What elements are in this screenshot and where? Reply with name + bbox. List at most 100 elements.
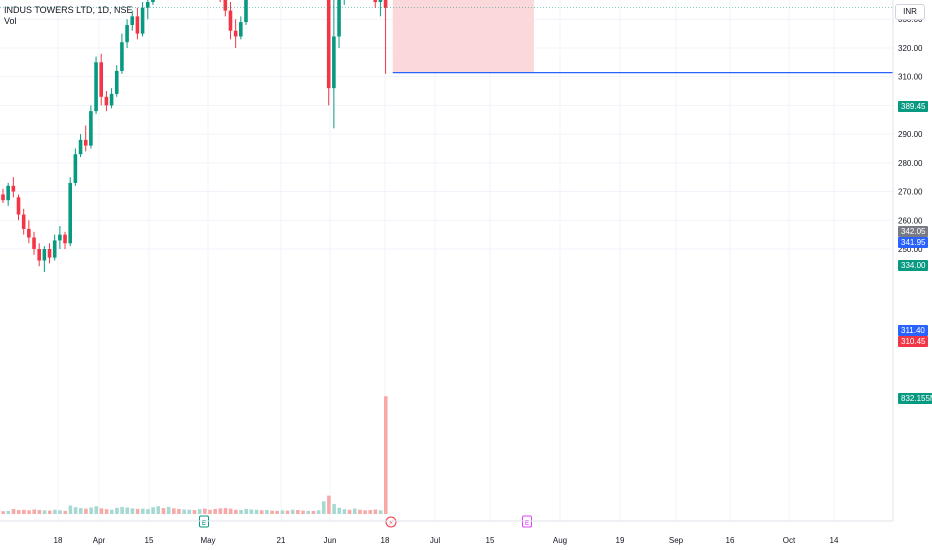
candle-body <box>332 36 336 89</box>
volume-bar <box>99 508 104 514</box>
chart-legend: INDUS TOWERS LTD, 1D, NSE Vol <box>4 5 133 27</box>
volume-bar <box>203 508 207 514</box>
candle-body <box>89 111 93 146</box>
candle-body <box>37 249 41 261</box>
x-tick-label: Aug <box>553 536 567 545</box>
candle-body <box>94 62 98 112</box>
volume-bar <box>27 510 31 514</box>
y-tick-label: 280.00 <box>898 159 923 168</box>
x-tick-label: 15 <box>486 536 495 545</box>
candle-body <box>58 234 62 241</box>
volume-bar <box>135 508 140 514</box>
y-tick-label: 310.00 <box>898 73 923 82</box>
candle-body <box>130 16 135 25</box>
candle-body <box>32 237 36 249</box>
x-tick-label: Sep <box>669 536 684 545</box>
volume-bar <box>115 507 119 514</box>
price-lines <box>0 7 893 74</box>
candle-body <box>151 0 155 3</box>
candle-body <box>16 197 21 215</box>
candle-body <box>337 0 341 37</box>
volume-bar <box>22 509 26 514</box>
volume-bar <box>244 508 248 514</box>
volume-bar <box>58 510 62 514</box>
long-position-tool[interactable] <box>392 0 534 73</box>
loss-zone <box>392 0 534 73</box>
candle-body <box>99 62 104 97</box>
volume-bar <box>146 509 150 514</box>
x-tick-label: 21 <box>277 536 286 545</box>
candle-body <box>68 182 73 244</box>
x-tick-label: May <box>200 536 215 545</box>
volume-bar <box>265 510 269 514</box>
candle-body <box>109 93 114 106</box>
candle-body <box>21 214 26 229</box>
candle-body <box>244 0 248 23</box>
y-tick-label: 250.00 <box>898 245 923 254</box>
volume-bar <box>368 510 373 514</box>
volume-bar <box>342 509 347 514</box>
candle-body <box>120 42 124 71</box>
y-tick-label: 270.00 <box>898 188 923 197</box>
candlesticks <box>1 0 388 272</box>
earnings-upcoming-marker-label: E <box>525 519 529 527</box>
volume-bar <box>140 508 145 514</box>
volume-bar <box>373 509 378 514</box>
volume-bar <box>378 510 383 514</box>
volume-badge: 832.155M <box>898 393 932 404</box>
volume-bar <box>151 507 155 514</box>
volume-bar <box>259 510 264 514</box>
volume-bar <box>296 510 300 514</box>
candle-body <box>373 0 378 3</box>
x-tick-label: 19 <box>616 536 625 545</box>
low-price-badge: 310.45 <box>898 336 929 347</box>
volume-bar <box>182 509 186 514</box>
x-tick-label: Oct <box>783 536 796 545</box>
volume-bar <box>213 508 217 514</box>
volume-bars <box>1 396 388 514</box>
volume-bar <box>37 510 42 514</box>
volume-bar <box>161 508 166 514</box>
candle-body <box>104 96 109 106</box>
price-badge-a: 342.05 <box>898 226 929 237</box>
volume-bar <box>270 510 274 514</box>
candle-body <box>125 24 129 43</box>
volume-bar <box>239 510 243 514</box>
volume-bar <box>254 509 259 514</box>
volume-bar <box>104 509 109 514</box>
candle-body <box>228 10 233 31</box>
x-tick-label: Jun <box>324 536 337 545</box>
candle-body <box>239 22 243 37</box>
candle-body <box>1 194 5 201</box>
event-markers[interactable]: E ⚡ E <box>199 515 532 528</box>
candle-body <box>6 185 10 201</box>
x-tick-label: Apr <box>93 536 106 545</box>
volume-bar <box>280 510 285 514</box>
volume-bar <box>347 509 352 514</box>
volume-bar <box>73 507 78 514</box>
entry-price-badge: 341.95 <box>898 237 929 248</box>
candle-body <box>78 139 83 155</box>
candle-body <box>52 240 57 258</box>
volume-bar <box>197 509 202 514</box>
candle-body <box>223 0 228 11</box>
time-axis[interactable]: 18 Apr 15 May 21 Jun 18 Jul 15 Aug 19 Sep 16 Oct 14 <box>0 520 893 545</box>
volume-bar <box>301 510 305 514</box>
volume-bar <box>16 510 21 514</box>
volume-bar <box>89 507 93 514</box>
candle-body <box>73 154 78 183</box>
volume-bar <box>290 509 295 514</box>
volume-bar <box>84 508 88 514</box>
y-tick-label: 320.00 <box>898 44 923 53</box>
volume-bar <box>125 507 130 514</box>
volume-label: Vol <box>4 16 17 26</box>
x-tick-label: 14 <box>830 536 839 545</box>
volume-bar <box>32 509 37 514</box>
volume-bar <box>1 511 5 514</box>
stop-price-badge: 311.40 <box>898 325 928 336</box>
volume-bar <box>285 510 290 514</box>
volume-bar <box>42 510 47 514</box>
volume-bar <box>234 509 238 514</box>
currency-button[interactable]: INR <box>895 4 925 20</box>
